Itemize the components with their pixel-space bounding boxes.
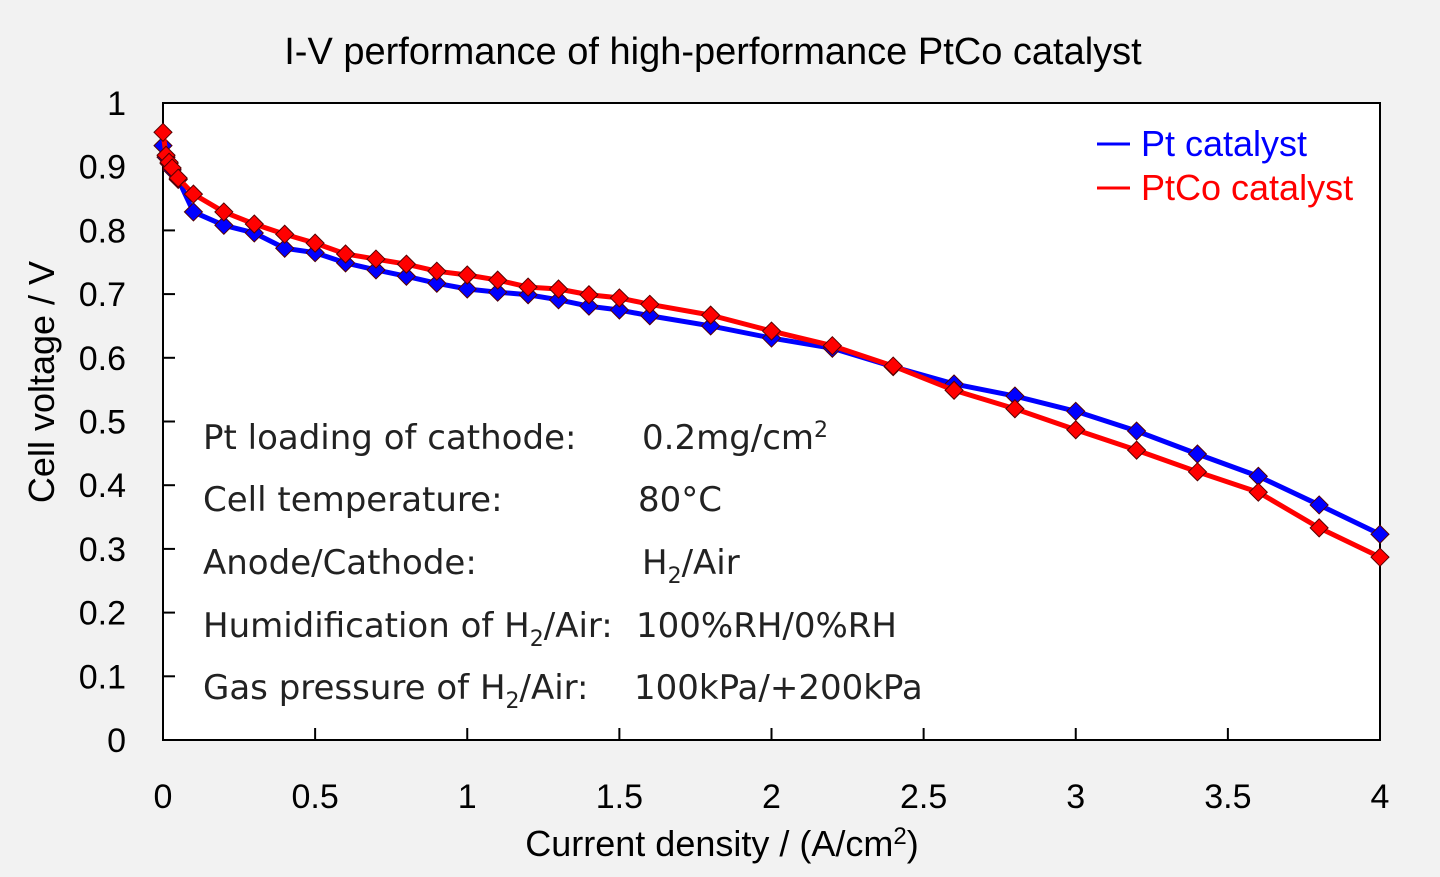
data-point-ptco	[640, 294, 660, 314]
data-point-ptco	[548, 279, 569, 299]
x-tick-label: 0.5	[291, 778, 338, 816]
data-point-pt	[183, 202, 204, 222]
data-point-ptco	[457, 265, 477, 285]
y-tick-label: 1	[107, 85, 126, 123]
data-point-ptco	[366, 249, 386, 269]
data-point-pt	[396, 266, 417, 286]
y-tick-label: 0.7	[79, 276, 126, 314]
plot-area	[162, 102, 1381, 741]
y-tick-label: 0.1	[79, 658, 126, 696]
data-point-ptco	[274, 224, 295, 244]
data-point-ptco	[305, 233, 325, 253]
legend: Pt catalyst PtCo catalyst	[1097, 123, 1353, 208]
data-point-pt	[274, 238, 295, 258]
data-point-ptco	[427, 261, 447, 281]
conditions-annotation: Pt loading of cathode: 0.2mg/cm2 Cell te…	[203, 418, 923, 714]
x-tick-label: 3	[1066, 778, 1085, 816]
data-point-ptco	[518, 277, 538, 297]
x-tick-label: 3.5	[1204, 778, 1251, 816]
y-tick-label: 0.4	[79, 467, 126, 505]
data-point-ptco	[1187, 462, 1208, 482]
data-point-ptco	[214, 202, 234, 222]
y-tick-label: 0.8	[79, 212, 126, 250]
data-point-ptco	[183, 184, 204, 204]
annotation-value: 100kPa/+200kPa	[634, 668, 923, 708]
data-point-pt	[366, 260, 386, 280]
data-point-ptco	[1248, 482, 1269, 502]
data-point-pt	[427, 273, 447, 293]
data-point-pt	[1370, 524, 1390, 544]
annotation-label: Anode/Cathode:	[203, 543, 477, 583]
y-tick-label: 0.9	[79, 149, 126, 187]
annotation-value: 100%RH/0%RH	[636, 606, 897, 646]
data-point-pt	[700, 316, 721, 336]
data-point-ptco	[1126, 440, 1147, 460]
data-point-pt	[1126, 421, 1147, 441]
data-point-pt	[579, 296, 599, 316]
annotation-value: 80°C	[638, 480, 722, 520]
y-tick-label: 0.3	[79, 531, 126, 569]
data-point-ptco	[944, 380, 964, 400]
data-point-ptco	[761, 321, 782, 341]
x-tick-label: 2.5	[900, 778, 947, 816]
data-point-pt	[214, 215, 234, 236]
data-point-ptco	[244, 214, 264, 234]
chart-title: I-V performance of high-performance PtCo…	[284, 31, 1142, 73]
data-point-ptco	[579, 285, 599, 305]
data-point-ptco	[153, 122, 173, 143]
data-point-ptco	[609, 288, 630, 308]
data-point-ptco	[1309, 518, 1329, 538]
annotation-label: Cell temperature:	[203, 480, 503, 520]
annotation-label: Humidification of H2/Air:	[203, 606, 613, 652]
y-tick-label: 0.2	[79, 595, 126, 633]
annotation-label: Gas pressure of H2/Air:	[203, 668, 589, 714]
annotation-value: 0.2mg/cm2	[642, 418, 828, 458]
data-point-pt	[487, 282, 508, 302]
data-point-pt	[640, 306, 660, 326]
data-point-ptco	[487, 270, 508, 290]
legend-label-pt: Pt catalyst	[1141, 123, 1307, 164]
annotation-label: Pt loading of cathode:	[203, 418, 576, 458]
x-axis-label: Current density / (A/cm2)	[525, 823, 918, 864]
x-tick-label: 1.5	[596, 778, 643, 816]
x-tick-label: 0	[154, 778, 173, 816]
x-tick-label: 2	[762, 778, 781, 816]
y-tick-label: 0	[107, 722, 126, 760]
data-point-ptco	[1370, 547, 1390, 567]
y-tick-label: 0.5	[79, 404, 126, 442]
legend-label-ptco: PtCo catalyst	[1141, 167, 1353, 208]
y-axis-label: Cell voltage / V	[21, 261, 62, 503]
data-point-pt	[457, 279, 477, 299]
data-point-ptco	[396, 254, 417, 274]
data-point-ptco	[168, 168, 188, 188]
data-point-ptco	[1066, 420, 1086, 440]
data-point-pt	[548, 290, 569, 310]
data-point-ptco	[335, 244, 356, 264]
x-tick-label: 4	[1371, 778, 1390, 816]
data-point-ptco	[883, 356, 903, 376]
data-point-ptco	[700, 305, 721, 325]
data-point-pt	[609, 300, 630, 320]
annotation-value: H2/Air	[642, 543, 740, 589]
data-point-ptco	[1005, 399, 1025, 419]
data-point-pt	[1309, 495, 1329, 515]
y-tick-label: 0.6	[79, 340, 126, 378]
x-tick-label: 1	[458, 778, 477, 816]
data-point-ptco	[822, 335, 843, 356]
